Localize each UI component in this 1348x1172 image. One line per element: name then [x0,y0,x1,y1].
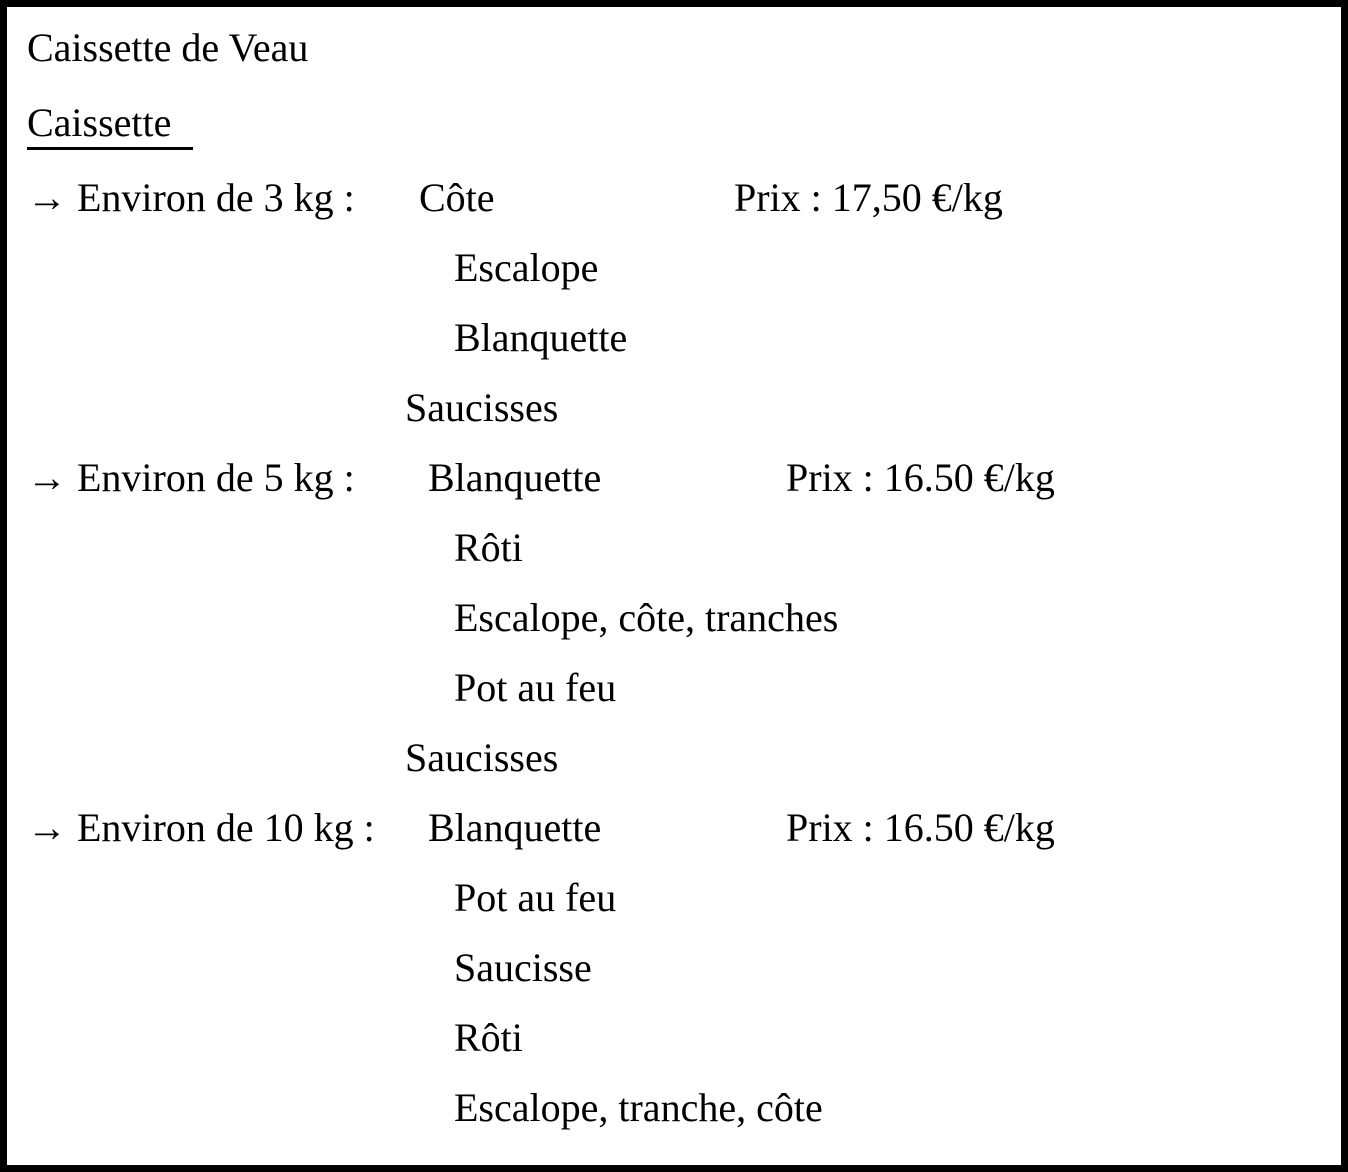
item-line: Rôti [7,513,1341,583]
section-3-header-line: → Environ de 10 kg : Blanquette Prix : 1… [7,793,1341,863]
section-1-price: Prix : 17,50 €/kg [734,175,1003,220]
section-3-label: → Environ de 10 kg : [27,805,375,850]
section-heading-text: Caissette [27,99,194,150]
section-2-label: → Environ de 5 kg : [27,455,355,500]
item-line: Escalope, tranche, côte [7,1073,1341,1143]
section-1-label: → Environ de 3 kg : [27,175,355,220]
section-3-item: Rôti [454,1015,523,1060]
section-2-item: Saucisses [405,735,559,780]
item-line: Blanquette [7,303,1341,373]
item-line: Saucisses [7,723,1341,793]
section-3-item: Escalope, tranche, côte [454,1085,823,1130]
section-2-price: Prix : 16.50 €/kg [786,455,1055,500]
item-line: Saucisse [7,933,1341,1003]
page-title: Caissette de Veau [27,25,309,70]
section-2-item: Rôti [454,525,523,570]
section-3-item: Blanquette [428,805,602,850]
item-line: Rôti [7,1003,1341,1073]
section-3-item: Pot au feu [454,875,617,920]
section-2-item: Pot au feu [454,665,617,710]
section-heading: Caissette [27,88,194,158]
section-2-header-line: → Environ de 5 kg : Blanquette Prix : 16… [7,443,1341,513]
section-3-item: Saucisse [454,945,592,990]
heading-line: Caissette [7,88,1341,158]
section-1-item: Côte [419,175,495,220]
item-line: Saucisses [7,373,1341,443]
item-line: Pot au feu [7,653,1341,723]
section-1-item: Escalope [454,245,599,290]
item-line: Escalope [7,233,1341,303]
item-line: Pot au feu [7,863,1341,933]
section-1-item: Saucisses [405,385,559,430]
section-1-header-line: → Environ de 3 kg : Côte Prix : 17,50 €/… [7,163,1341,233]
section-2-item: Blanquette [428,455,602,500]
section-1-item: Blanquette [454,315,628,360]
section-3-price: Prix : 16.50 €/kg [786,805,1055,850]
section-2-item: Escalope, côte, tranches [454,595,839,640]
item-line: Escalope, côte, tranches [7,583,1341,653]
title-line: Caissette de Veau [7,13,1341,83]
